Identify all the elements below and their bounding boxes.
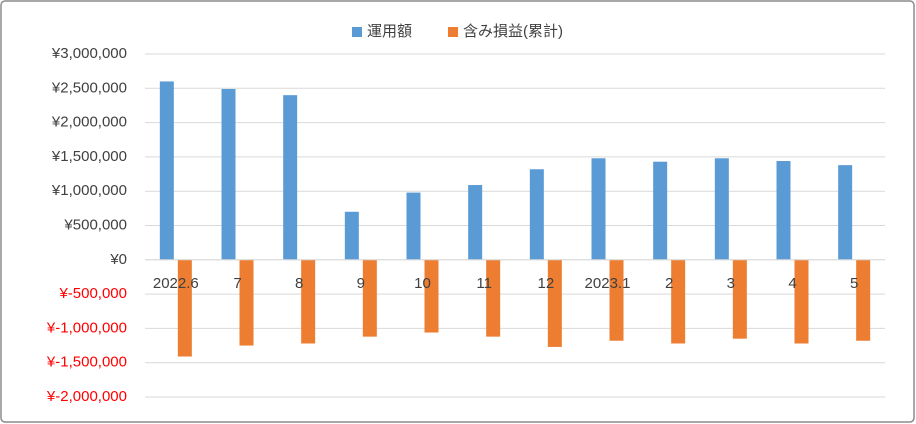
legend-swatch <box>448 27 459 37</box>
bar <box>609 259 624 341</box>
bar <box>732 259 747 339</box>
x-tick-label: 2 <box>665 275 673 292</box>
bar <box>591 158 606 260</box>
x-tick-label: 2022.6 <box>153 275 199 292</box>
y-tick-label: ¥0 <box>109 251 127 268</box>
x-tick-label: 3 <box>727 275 735 292</box>
bar <box>529 169 544 260</box>
y-tick-label: ¥-1,000,000 <box>46 319 127 336</box>
bar <box>794 259 809 344</box>
x-tick-label: 7 <box>233 275 241 292</box>
x-tick-label: 9 <box>357 275 365 292</box>
y-tick-label: ¥1,000,000 <box>51 182 127 199</box>
bar <box>362 259 377 337</box>
x-tick-label: 8 <box>295 275 303 292</box>
x-tick-label: 5 <box>850 275 858 292</box>
y-tick-label: ¥-500,000 <box>58 285 127 302</box>
y-tick-label: ¥1,500,000 <box>51 148 127 165</box>
x-tick-label: 11 <box>476 275 492 292</box>
bar <box>838 165 853 260</box>
bar <box>301 259 316 344</box>
bar <box>468 185 483 260</box>
bar <box>239 259 254 346</box>
bar <box>177 259 192 357</box>
bar <box>424 259 439 333</box>
x-tick-label: 2023.1 <box>585 275 631 292</box>
bar <box>547 259 562 347</box>
bar <box>486 259 501 337</box>
y-tick-label: ¥-1,500,000 <box>46 354 127 371</box>
bar <box>653 161 668 260</box>
bar <box>671 259 686 344</box>
x-tick-label: 4 <box>788 275 796 292</box>
y-tick-label: ¥500,000 <box>63 216 127 233</box>
legend-label: 含み損益(累計) <box>463 23 563 40</box>
bar <box>283 95 298 260</box>
x-tick-label: 10 <box>414 275 431 292</box>
legend-label: 運用額 <box>367 23 412 40</box>
legend-swatch <box>352 27 362 37</box>
y-tick-label: ¥2,000,000 <box>51 114 127 131</box>
x-tick-label: 12 <box>537 275 554 292</box>
bar <box>221 88 236 260</box>
y-tick-label: ¥2,500,000 <box>51 79 127 96</box>
bar <box>406 192 421 260</box>
bar <box>714 158 729 260</box>
bar <box>159 81 174 260</box>
bar <box>776 161 791 260</box>
bar <box>856 259 871 341</box>
y-tick-label: ¥3,000,000 <box>51 45 127 62</box>
bar <box>344 211 359 260</box>
y-tick-label: ¥-2,000,000 <box>46 388 127 405</box>
